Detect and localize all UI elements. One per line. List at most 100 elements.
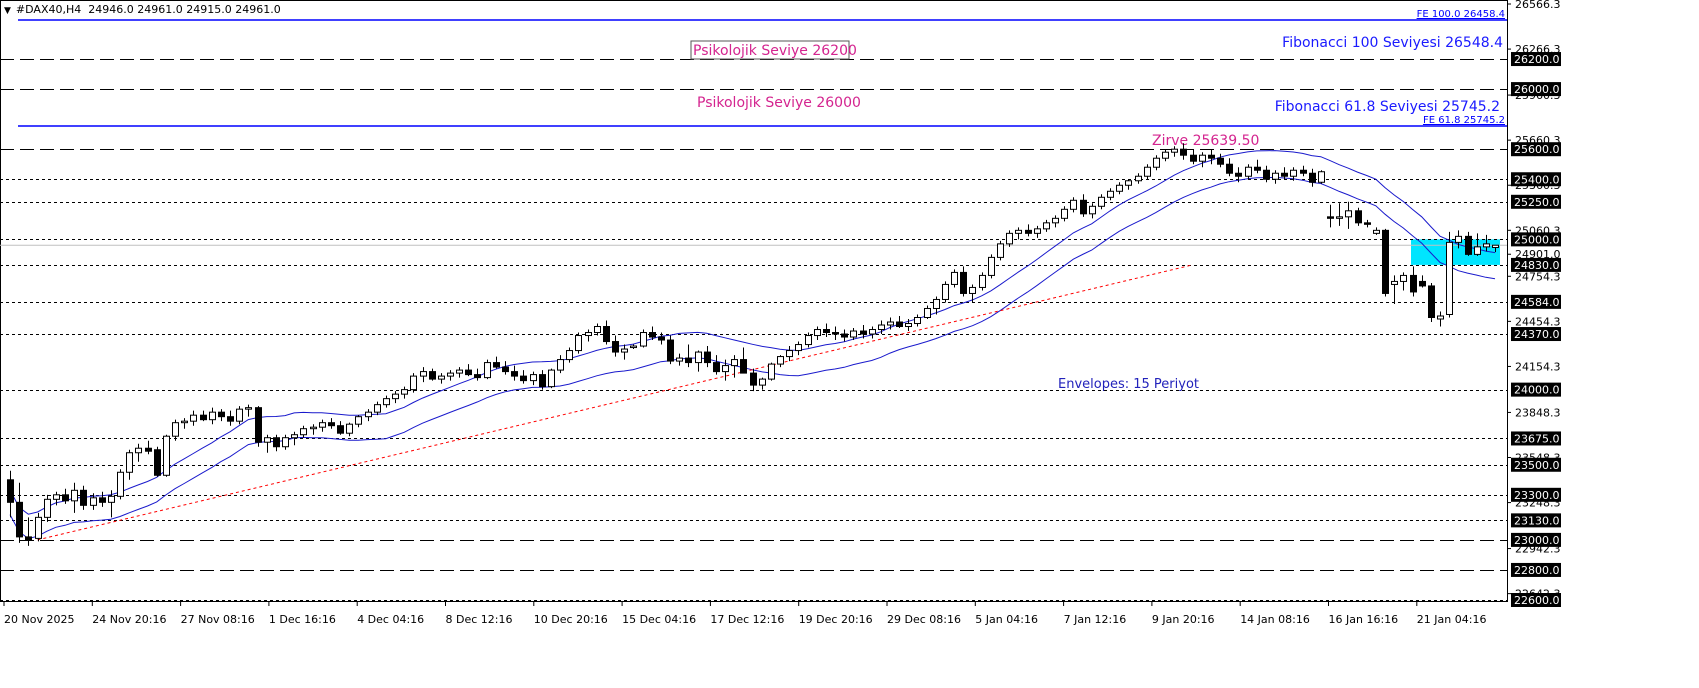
- bull-candle[interactable]: [163, 435, 170, 476]
- bull-candle[interactable]: [777, 356, 784, 365]
- bull-candle[interactable]: [365, 411, 372, 418]
- bull-candle[interactable]: [310, 426, 317, 430]
- bull-candle[interactable]: [530, 374, 537, 382]
- bull-candle[interactable]: [786, 350, 793, 358]
- bull-candle[interactable]: [575, 335, 582, 352]
- bear-candle[interactable]: [1309, 172, 1316, 183]
- bull-candle[interactable]: [942, 283, 949, 300]
- bear-candle[interactable]: [685, 357, 692, 364]
- bull-candle[interactable]: [383, 398, 390, 406]
- bull-candle[interactable]: [1089, 205, 1096, 215]
- bull-candle[interactable]: [319, 422, 326, 428]
- bear-candle[interactable]: [823, 329, 830, 334]
- bear-candle[interactable]: [1355, 210, 1362, 224]
- bear-candle[interactable]: [25, 536, 32, 541]
- bull-candle[interactable]: [209, 411, 216, 421]
- bull-candle[interactable]: [805, 335, 812, 346]
- bull-candle[interactable]: [979, 274, 986, 288]
- bull-candle[interactable]: [1446, 241, 1453, 315]
- bull-candle[interactable]: [1474, 246, 1481, 255]
- bull-candle[interactable]: [795, 344, 802, 352]
- bear-candle[interactable]: [255, 407, 262, 443]
- bear-candle[interactable]: [1327, 216, 1334, 219]
- bear-candle[interactable]: [1254, 166, 1261, 171]
- bear-candle[interactable]: [832, 332, 839, 335]
- bull-candle[interactable]: [1162, 151, 1169, 159]
- bull-candle[interactable]: [1336, 216, 1343, 219]
- bull-candle[interactable]: [722, 365, 729, 373]
- bull-candle[interactable]: [420, 371, 427, 377]
- bull-candle[interactable]: [447, 372, 454, 377]
- bull-candle[interactable]: [1015, 229, 1022, 234]
- bear-candle[interactable]: [860, 330, 867, 335]
- bull-candle[interactable]: [1483, 243, 1490, 248]
- bear-candle[interactable]: [1465, 235, 1472, 255]
- bull-candle[interactable]: [438, 375, 445, 380]
- bull-candle[interactable]: [264, 437, 271, 443]
- bull-candle[interactable]: [1171, 148, 1178, 153]
- bull-candle[interactable]: [914, 316, 921, 325]
- bull-candle[interactable]: [410, 375, 417, 391]
- bull-candle[interactable]: [1400, 274, 1407, 282]
- bull-candle[interactable]: [1052, 217, 1059, 224]
- bear-candle[interactable]: [493, 362, 500, 368]
- collapse-triangle-icon[interactable]: ▼: [4, 6, 11, 16]
- bull-candle[interactable]: [44, 498, 51, 518]
- bull-candle[interactable]: [1107, 190, 1114, 198]
- bull-candle[interactable]: [374, 404, 381, 413]
- bull-candle[interactable]: [291, 434, 298, 439]
- bear-candle[interactable]: [154, 449, 161, 476]
- bull-candle[interactable]: [355, 416, 362, 425]
- bear-candle[interactable]: [603, 326, 610, 343]
- bear-candle[interactable]: [80, 489, 87, 506]
- trendline[interactable]: [37, 264, 1193, 541]
- bear-candle[interactable]: [328, 422, 335, 427]
- bull-candle[interactable]: [951, 271, 958, 285]
- bull-candle[interactable]: [988, 256, 995, 276]
- bull-candle[interactable]: [1061, 208, 1068, 219]
- bull-candle[interactable]: [630, 345, 637, 349]
- bull-candle[interactable]: [887, 321, 894, 326]
- bull-candle[interactable]: [1199, 154, 1206, 162]
- bear-candle[interactable]: [658, 336, 665, 341]
- bull-candle[interactable]: [35, 516, 42, 539]
- bull-candle[interactable]: [566, 350, 573, 361]
- bear-candle[interactable]: [1208, 154, 1215, 159]
- bull-candle[interactable]: [557, 359, 564, 371]
- bear-candle[interactable]: [227, 416, 234, 422]
- bear-candle[interactable]: [465, 369, 472, 376]
- bull-candle[interactable]: [1116, 184, 1123, 192]
- bull-candle[interactable]: [245, 407, 252, 410]
- bear-candle[interactable]: [520, 375, 527, 382]
- bull-candle[interactable]: [181, 420, 188, 424]
- bear-candle[interactable]: [16, 501, 23, 538]
- bear-candle[interactable]: [62, 494, 69, 502]
- bull-candle[interactable]: [1345, 210, 1352, 218]
- bull-candle[interactable]: [456, 369, 463, 374]
- bull-candle[interactable]: [621, 348, 628, 353]
- bear-candle[interactable]: [1217, 157, 1224, 165]
- bear-candle[interactable]: [218, 411, 225, 418]
- bull-candle[interactable]: [401, 389, 408, 395]
- bull-candle[interactable]: [850, 330, 857, 338]
- bear-candle[interactable]: [99, 497, 106, 503]
- bull-candle[interactable]: [1144, 166, 1151, 177]
- bear-candle[interactable]: [667, 339, 674, 362]
- bull-candle[interactable]: [1391, 280, 1398, 285]
- bull-candle[interactable]: [1492, 244, 1499, 248]
- bear-candle[interactable]: [649, 332, 656, 338]
- bear-candle[interactable]: [1382, 229, 1389, 294]
- bull-candle[interactable]: [1318, 171, 1325, 183]
- bear-candle[interactable]: [511, 371, 518, 377]
- bull-candle[interactable]: [676, 357, 683, 362]
- bull-candle[interactable]: [282, 437, 289, 448]
- bear-candle[interactable]: [750, 372, 757, 386]
- bear-candle[interactable]: [1190, 154, 1197, 162]
- bull-candle[interactable]: [108, 495, 115, 503]
- bull-candle[interactable]: [71, 489, 78, 502]
- bull-candle[interactable]: [392, 393, 399, 400]
- bull-candle[interactable]: [594, 326, 601, 334]
- bull-candle[interactable]: [1437, 315, 1444, 320]
- bull-candle[interactable]: [814, 329, 821, 337]
